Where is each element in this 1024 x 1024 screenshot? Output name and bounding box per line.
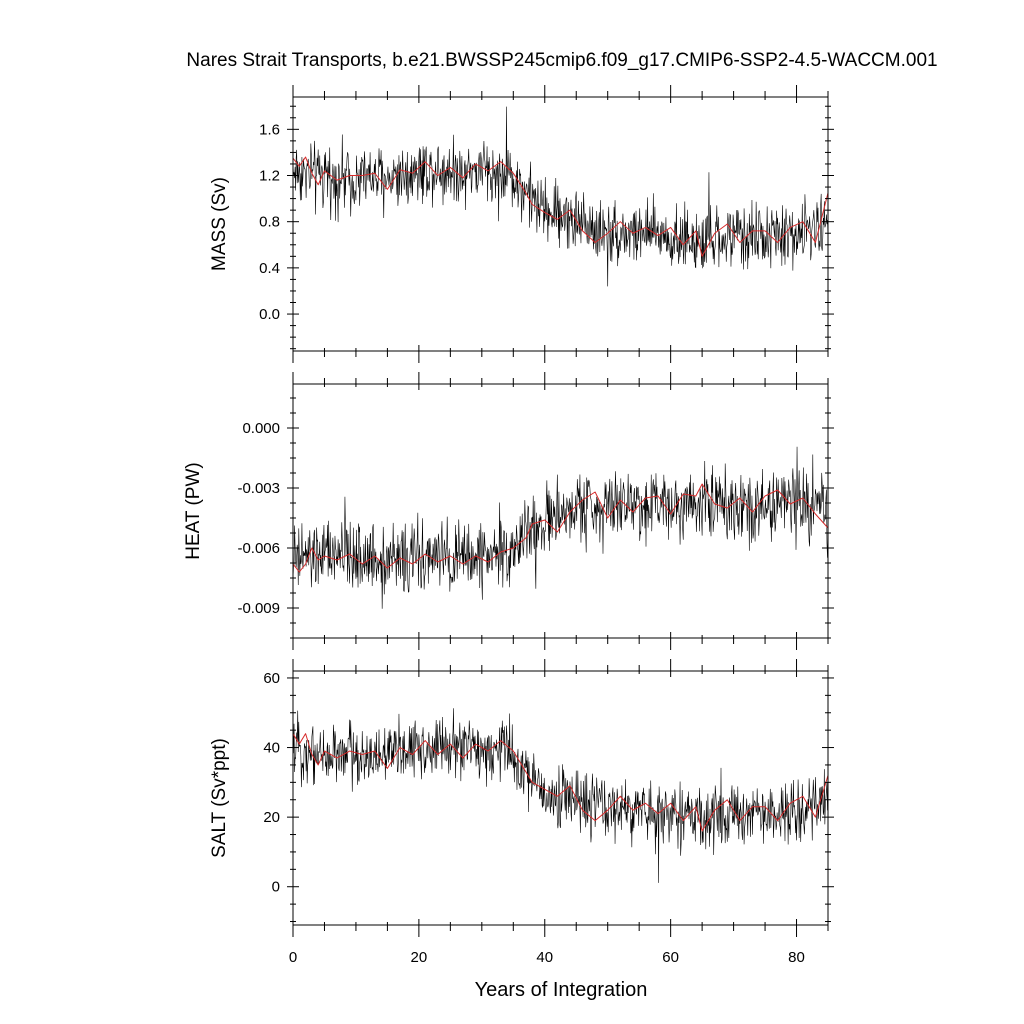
y-tick-label: 0.4 xyxy=(259,260,280,277)
panel-frame xyxy=(292,670,829,926)
monthly-series-line xyxy=(293,446,828,609)
y-tick-label: -0.006 xyxy=(237,540,280,557)
y-tick-label: 60 xyxy=(263,670,280,687)
annual-mean-line xyxy=(293,483,828,573)
y-tick-label: -0.003 xyxy=(237,480,280,497)
y-tick-label: 20 xyxy=(263,809,280,826)
y-tick-label: 0.8 xyxy=(259,214,280,231)
y-tick-label: 1.6 xyxy=(259,121,280,138)
y-tick-label: 1.2 xyxy=(259,168,280,185)
panel-0: 0.0 0.4 0.8 1.2 1.6 MASS (Sv) xyxy=(209,85,834,363)
x-axis-label: Years of Integration xyxy=(475,979,648,1001)
y-tick-label: 40 xyxy=(263,740,280,757)
y-tick-label: 0 xyxy=(272,879,280,896)
panel-frame xyxy=(292,96,829,352)
annual-mean-line xyxy=(293,733,828,832)
x-tick-label: 0 xyxy=(289,949,297,966)
panel-2: 0 20 40 60 0 20 40 60 80 SALT (Sv*ppt) xyxy=(209,659,834,966)
annual-mean-line xyxy=(293,156,828,257)
y-tick-label: 0.0 xyxy=(259,306,280,323)
y-axis-label: MASS (Sv) xyxy=(209,177,230,271)
monthly-series-line xyxy=(293,106,828,287)
y-axis-label: SALT (Sv*ppt) xyxy=(209,738,230,858)
x-tick-label: 80 xyxy=(788,949,805,966)
figure-title: Nares Strait Transports, b.e21.BWSSP245c… xyxy=(186,50,937,71)
y-tick-label: -0.009 xyxy=(237,600,280,617)
y-axis-label: HEAT (PW) xyxy=(183,462,204,559)
x-tick-label: 60 xyxy=(662,949,679,966)
x-tick-label: 20 xyxy=(411,949,428,966)
x-tick-label: 40 xyxy=(536,949,553,966)
panel-frame xyxy=(292,383,829,639)
y-tick-label: 0.000 xyxy=(242,420,280,437)
panel-1: -0.009 -0.006 -0.003 0.000 HEAT (PW) xyxy=(183,372,834,650)
monthly-series-line xyxy=(293,708,828,883)
